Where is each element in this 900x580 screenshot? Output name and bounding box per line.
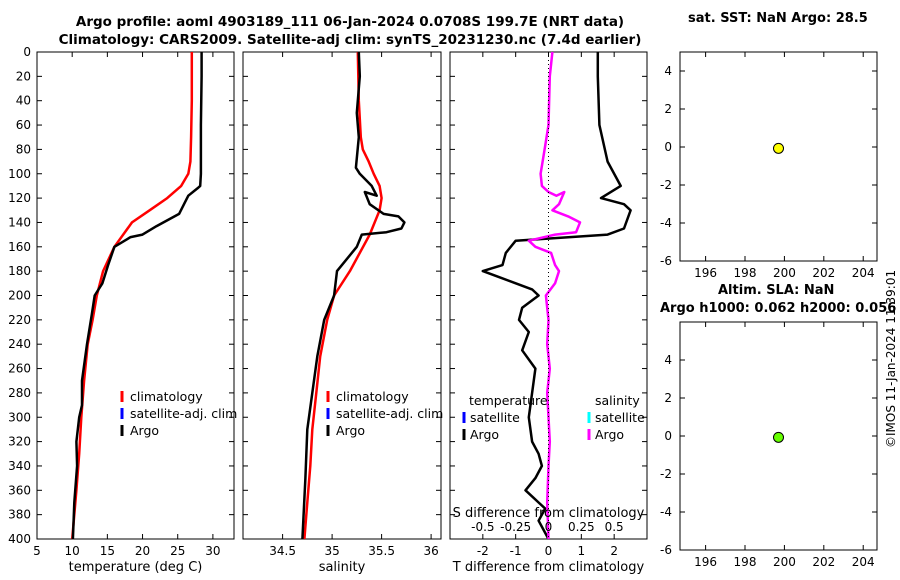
legend-label: Argo bbox=[336, 423, 365, 438]
depth-tick-label: 360 bbox=[8, 483, 31, 497]
depth-tick-label: 320 bbox=[8, 435, 31, 449]
depth-tick-label: 80 bbox=[16, 142, 31, 156]
sst-argo-marker bbox=[773, 142, 784, 154]
depth-tick-label: 220 bbox=[8, 313, 31, 327]
x-tick-label: 20 bbox=[135, 544, 150, 558]
s-diff-tick-label: -0.5 bbox=[471, 520, 494, 534]
legend-label: Argo bbox=[130, 423, 159, 438]
x-tick-label: 36 bbox=[423, 544, 438, 558]
depth-tick-label: 140 bbox=[8, 215, 31, 229]
latitude-tick-label: 2 bbox=[664, 102, 672, 116]
depth-tick-label: 0 bbox=[23, 45, 31, 59]
series-argo bbox=[301, 51, 406, 540]
x-tick-label: 2 bbox=[610, 544, 618, 558]
x-axis-label: T difference from climatology bbox=[452, 560, 645, 575]
x-tick-label: 15 bbox=[100, 544, 115, 558]
depth-tick-label: 200 bbox=[8, 289, 31, 303]
x-tick-label: 0 bbox=[545, 544, 553, 558]
x-tick-label: 10 bbox=[65, 544, 80, 558]
series-climatology bbox=[70, 52, 194, 540]
depth-tick-label: 160 bbox=[8, 240, 31, 254]
legend-label: satellite-adj. clim bbox=[336, 406, 443, 421]
x-tick-label: 35 bbox=[324, 544, 339, 558]
s-diff-tick-label: 0.5 bbox=[605, 520, 624, 534]
legend-label-temperature: Argo bbox=[470, 427, 499, 442]
position-axes-0 bbox=[679, 51, 878, 262]
latitude-tick-label: -6 bbox=[660, 254, 672, 268]
latitude-tick-label: 0 bbox=[664, 429, 672, 443]
legend-header-salinity: salinity bbox=[595, 393, 640, 408]
depth-tick-label: 380 bbox=[8, 508, 31, 522]
x-tick-label: 34.5 bbox=[269, 544, 296, 558]
s-diff-tick-label: 0 bbox=[545, 520, 553, 534]
depth-tick-label: 300 bbox=[8, 410, 31, 424]
latitude-tick-label: 0 bbox=[664, 140, 672, 154]
longitude-tick-label: 202 bbox=[812, 266, 835, 280]
longitude-tick-label: 204 bbox=[852, 266, 875, 280]
legend-label-salinity: Argo bbox=[595, 427, 624, 442]
series-s-diff-argo- bbox=[527, 51, 582, 540]
latitude-tick-label: -4 bbox=[660, 216, 672, 230]
depth-tick-label: 340 bbox=[8, 459, 31, 473]
longitude-tick-label: 200 bbox=[773, 555, 796, 569]
x-axis-label: temperature (deg C) bbox=[69, 560, 203, 575]
x-tick-label: -1 bbox=[510, 544, 522, 558]
latitude-tick-label: 4 bbox=[664, 64, 672, 78]
depth-tick-label: 40 bbox=[16, 94, 31, 108]
s-diff-tick-label: -0.25 bbox=[500, 520, 531, 534]
depth-tick-label: 20 bbox=[16, 69, 31, 83]
latitude-tick-label: -4 bbox=[660, 505, 672, 519]
profile-axes-1 bbox=[242, 51, 442, 540]
depth-tick-label: 100 bbox=[8, 167, 31, 181]
latitude-tick-label: -2 bbox=[660, 467, 672, 481]
sla-panel-title-line2: Argo h1000: 0.062 h2000: 0.056 bbox=[660, 301, 897, 316]
series-t-diff-argo- bbox=[481, 52, 632, 540]
sla-panel-title-line1: Altim. SLA: NaN bbox=[718, 283, 835, 298]
x-tick-label: 1 bbox=[578, 544, 586, 558]
sst-panel-title: sat. SST: NaN Argo: 28.5 bbox=[688, 11, 868, 26]
latitude-tick-label: 2 bbox=[664, 391, 672, 405]
legend-label: climatology bbox=[130, 389, 203, 404]
depth-tick-label: 400 bbox=[8, 532, 31, 546]
latitude-tick-label: 4 bbox=[664, 353, 672, 367]
s-diff-tick-label: 0.25 bbox=[568, 520, 595, 534]
longitude-tick-label: 196 bbox=[694, 266, 717, 280]
x-tick-label: 30 bbox=[205, 544, 220, 558]
longitude-tick-label: 198 bbox=[734, 555, 757, 569]
sla-argo-marker bbox=[773, 431, 784, 443]
profile-title: Argo profile: aoml 4903189_111 06-Jan-20… bbox=[75, 14, 625, 30]
latitude-tick-label: -2 bbox=[660, 178, 672, 192]
legend-label: satellite-adj. clim bbox=[130, 406, 237, 421]
legend-label: climatology bbox=[336, 389, 409, 404]
legend-label-temperature: satellite bbox=[470, 410, 520, 425]
depth-tick-label: 260 bbox=[8, 362, 31, 376]
depth-tick-label: 240 bbox=[8, 337, 31, 351]
legend-header-temperature: temperature bbox=[469, 393, 548, 408]
series-argo bbox=[71, 52, 203, 540]
climatology-title: Climatology: CARS2009. Satellite-adj cli… bbox=[58, 32, 642, 48]
depth-tick-label: 180 bbox=[8, 264, 31, 278]
x-tick-label: 5 bbox=[33, 544, 41, 558]
legend-label-salinity: satellite bbox=[595, 410, 645, 425]
longitude-tick-label: 204 bbox=[852, 555, 875, 569]
profile-axes-0 bbox=[36, 51, 235, 540]
depth-tick-label: 280 bbox=[8, 386, 31, 400]
latitude-tick-label: -6 bbox=[660, 543, 672, 557]
longitude-tick-label: 196 bbox=[694, 555, 717, 569]
x-tick-label: 35.5 bbox=[368, 544, 395, 558]
depth-tick-label: 120 bbox=[8, 191, 31, 205]
x-tick-label: 25 bbox=[170, 544, 185, 558]
depth-tick-label: 60 bbox=[16, 118, 31, 132]
x-axis-label: salinity bbox=[319, 560, 366, 575]
longitude-tick-label: 198 bbox=[734, 266, 757, 280]
longitude-tick-label: 202 bbox=[812, 555, 835, 569]
longitude-tick-label: 200 bbox=[773, 266, 796, 280]
x-tick-label: -2 bbox=[477, 544, 489, 558]
s-diff-axis-label: S difference from climatology bbox=[453, 506, 645, 521]
